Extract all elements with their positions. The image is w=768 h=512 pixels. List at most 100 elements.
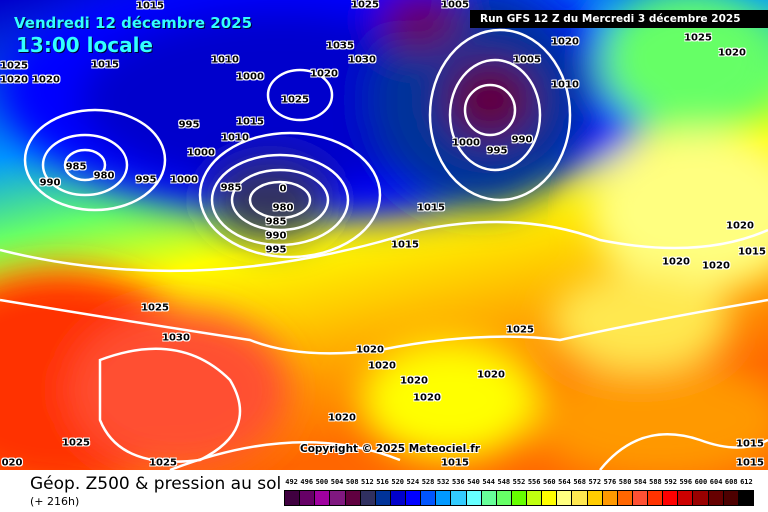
legend-label: 496 — [300, 478, 314, 486]
isobar-label: 995 — [486, 145, 508, 157]
isobar-label: 1020 — [310, 68, 338, 80]
legend-label: 608 — [724, 478, 738, 486]
isobar-label: 980 — [93, 170, 115, 182]
legend-color-box — [542, 491, 558, 505]
legend-label: 548 — [497, 478, 511, 486]
isobar-label: 0 — [279, 183, 287, 195]
legend-label: 532 — [436, 478, 450, 486]
legend-label: 560 — [542, 478, 556, 486]
isobar-label: 020 — [1, 457, 23, 469]
isobars — [0, 28, 768, 470]
legend-label: 592 — [664, 478, 677, 486]
isobar-label: 990 — [511, 134, 533, 146]
forecast-date: Vendredi 12 décembre 2025 — [14, 14, 253, 32]
legend-color-box — [723, 491, 739, 505]
legend-color-box — [557, 491, 573, 505]
legend-label: 508 — [345, 478, 359, 486]
legend-color-box — [451, 491, 467, 505]
isobar-label: 1015 — [417, 202, 445, 214]
isobar-label: 1020 — [551, 36, 579, 48]
legend-color-box — [345, 491, 361, 505]
legend-color-box — [285, 491, 301, 505]
legend-color-box — [466, 491, 482, 505]
forecast-time: 13:00 locale — [16, 33, 153, 57]
legend-label: 536 — [452, 478, 465, 486]
isobar-label: 1015 — [738, 246, 766, 258]
legend-color-box — [496, 491, 512, 505]
isobar-label: 1025 — [351, 0, 379, 11]
isobar-label: 1020 — [726, 220, 754, 232]
isobar-label: 1025 — [149, 457, 177, 469]
legend-color-box — [330, 491, 346, 505]
isobar-label: 1020 — [32, 74, 60, 86]
legend-label: 596 — [679, 478, 693, 486]
legend-color-box — [360, 491, 376, 505]
legend-color-box — [602, 491, 618, 505]
legend-color-box — [375, 491, 391, 505]
legend-label: 604 — [709, 478, 723, 486]
legend-label: 576 — [603, 478, 617, 486]
legend-color-box — [436, 491, 452, 505]
isobar-label: 1020 — [0, 74, 28, 86]
legend-label: 516 — [376, 478, 389, 486]
legend-color-box — [315, 491, 331, 505]
isobar-label: 990 — [265, 230, 287, 242]
isobar-label: 1025 — [62, 437, 90, 449]
legend-label: 544 — [482, 478, 495, 486]
isobar-label: 990 — [39, 177, 61, 189]
legend-label: 600 — [694, 478, 708, 486]
isobar-label: 1015 — [236, 116, 264, 128]
color-legend: 492 496 500 504 508 512 516 520 524 528 532 536 540 5… — [284, 478, 754, 506]
isobar-label: 1015 — [736, 457, 764, 469]
legend-labels: 492 496 500 504 508 512 516 520 524 528 532 536 540 5… — [284, 478, 754, 490]
legend-label: 580 — [618, 478, 632, 486]
isobar-label: 1025 — [0, 60, 28, 72]
legend-color-box — [587, 491, 603, 505]
isobar-label: 1030 — [162, 332, 190, 344]
legend-label: 556 — [527, 478, 541, 486]
map-field — [0, 0, 768, 470]
isobar-label: 1000 — [236, 71, 264, 83]
legend-color-boxes — [284, 490, 754, 506]
isobar-label: 1025 — [506, 324, 534, 336]
legend-label: 524 — [406, 478, 420, 486]
legend-color-box — [693, 491, 709, 505]
isobar-label: 1010 — [211, 54, 239, 66]
isobar-label: 1020 — [413, 392, 441, 404]
legend-label: 500 — [315, 478, 329, 486]
isobar-label: 1015 — [136, 0, 164, 12]
isobar-label: 1010 — [221, 132, 249, 144]
legend-label: 572 — [588, 478, 602, 486]
isobar-label: 985 — [220, 182, 242, 194]
isobar-label: 1020 — [662, 256, 690, 268]
isobar-label: 1020 — [702, 260, 730, 272]
legend-color-box — [481, 491, 497, 505]
legend-label: 612 — [740, 478, 753, 486]
isobar-label: 1020 — [718, 47, 746, 59]
isobar-label: 1000 — [452, 137, 480, 149]
isobar-label: 995 — [135, 174, 157, 186]
isobar-label: 1020 — [368, 360, 396, 372]
isobar-label: 1030 — [348, 54, 376, 66]
isobar-label: 1025 — [141, 302, 169, 314]
legend-color-box — [678, 491, 694, 505]
legend-color-box — [663, 491, 679, 505]
isobar-label: 1015 — [391, 239, 419, 251]
isobar-label: 1025 — [281, 94, 309, 106]
legend-color-box — [527, 491, 543, 505]
isobar-label: 1020 — [400, 375, 428, 387]
legend-color-box — [617, 491, 633, 505]
isobar-label: 1010 — [551, 79, 579, 91]
legend-label: 512 — [361, 478, 374, 486]
isobar-label: 1020 — [328, 412, 356, 424]
isobar-label: 1020 — [477, 369, 505, 381]
legend-color-box — [632, 491, 648, 505]
legend-color-box — [300, 491, 316, 505]
isobar-label: 1015 — [91, 59, 119, 71]
isobar-label: 1020 — [356, 344, 384, 356]
isobar-label: 1035 — [326, 40, 354, 52]
isobar-label: 995 — [178, 119, 200, 131]
legend-label: 552 — [512, 478, 526, 486]
legend-color-box — [511, 491, 527, 505]
isobar-label: 980 — [272, 202, 294, 214]
